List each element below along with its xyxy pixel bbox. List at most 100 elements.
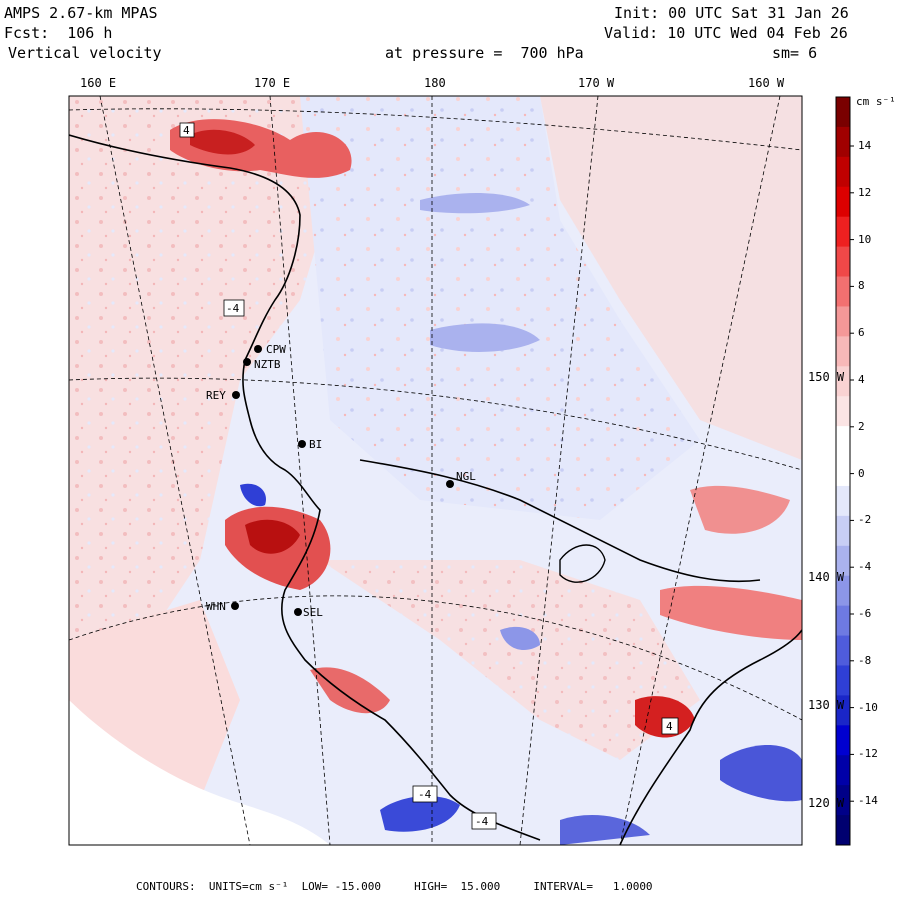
graticule (69, 96, 802, 845)
colorbar-segment (836, 246, 850, 277)
lon-label-170e: 170 E (254, 76, 291, 90)
colorbar-segment (836, 515, 850, 547)
colorbar (835, 96, 854, 846)
station-dot-bi (298, 440, 306, 448)
colorbar-segment (836, 366, 850, 397)
colorbar-segment (836, 575, 850, 607)
station-dot-ngl (446, 480, 454, 488)
descent-ocean-band-north (420, 193, 530, 214)
colorbar-tick-label: 4 (858, 373, 865, 386)
contour-label-box (661, 717, 679, 735)
map-field (69, 96, 802, 845)
lon-label-160e: 160 E (80, 76, 117, 90)
descent-mountain-lee (240, 483, 266, 507)
contour-label-box (179, 122, 195, 138)
colorbar-tick-label: 14 (858, 139, 872, 152)
contour-label-text: -4 (226, 302, 240, 315)
contour-label-box (412, 785, 438, 803)
map-frame (68, 95, 803, 846)
lat-label-150w: 150 W (808, 370, 845, 384)
colorbar-frame (835, 96, 851, 846)
weak-ascent-area-shelf (320, 560, 700, 760)
smoothing-value: sm= 6 (772, 44, 818, 62)
lat-label-120w: 120 W (808, 796, 845, 810)
contour-labels: 4 -4 -4 4 -4 (179, 122, 679, 830)
strong-descent-south (380, 795, 460, 832)
island-outline (559, 544, 606, 583)
colorbar-tick-label: 8 (858, 279, 865, 293)
station-dot-cpw (254, 345, 262, 353)
forecast-hour: Fcst: 106 h (4, 24, 113, 42)
lon-label-180: 180 (424, 76, 446, 90)
contour-label-text: 4 (666, 720, 673, 733)
colorbar-tick-label: -10 (858, 700, 878, 714)
colorbar-segment (836, 785, 850, 816)
ascent-east-coast (690, 485, 790, 534)
station-markers: CPW NZTB REY BI NGL WHN SEL (206, 343, 476, 619)
station-label-sel: SEL (303, 606, 323, 619)
contour-footer: CONTOURS: UNITS=cm s⁻¹ LOW= -15.000 HIGH… (136, 880, 653, 893)
colorbar-segment (836, 725, 850, 756)
colorbar-segment (836, 186, 850, 218)
colorbar-tick-label: -8 (858, 653, 872, 667)
station-dot-nztb (243, 358, 251, 366)
station-label-bi: BI (309, 438, 322, 451)
valid-time: Valid: 10 UTC Wed 04 Feb 26 (604, 24, 848, 42)
lat-label-140w: 140 W (808, 570, 845, 584)
max-ascent-north (190, 129, 255, 155)
colorbar-tick-label: -6 (858, 607, 872, 620)
model-title: AMPS 2.67-km MPAS (4, 4, 158, 22)
station-dot-sel (294, 608, 302, 616)
colorbar-tick-label: -12 (858, 747, 878, 761)
colorbar-segment (836, 396, 850, 427)
station-label-cpw: CPW (266, 343, 286, 356)
colorbar-segment (836, 695, 850, 726)
descent-shelf-blob (500, 626, 540, 650)
weak-ascent-area-northeast (540, 96, 802, 460)
contour-label-box (471, 812, 497, 830)
colorbar-segment (836, 456, 850, 487)
colorbar-tick-label: 6 (858, 326, 865, 340)
coastline (69, 134, 802, 845)
colorbar-segment (836, 97, 850, 128)
contour-label-box (223, 299, 245, 317)
pressure-level: at pressure = 700 hPa (385, 44, 584, 62)
ascent-east-band (660, 585, 802, 640)
colorbar-segment (836, 216, 850, 247)
lon-label-170w: 170 W (578, 76, 615, 90)
contour-label-text: 4 (183, 124, 190, 137)
colorbar-segment (836, 336, 850, 367)
lat-label-130w: 130 W (808, 698, 845, 712)
station-dot-rey (232, 391, 240, 399)
colorbar-tick-label: 0 (858, 466, 865, 480)
contour-label-text: -4 (418, 788, 432, 801)
ascent-band-coast (310, 667, 390, 714)
init-time: Init: 00 UTC Sat 31 Jan 26 (614, 4, 849, 22)
colorbar-tick-label: -14 (858, 794, 878, 808)
descent-east (720, 745, 802, 802)
colorbar-segment (836, 605, 850, 636)
max-ascent-mountains (245, 519, 300, 554)
colorbar-segment (836, 635, 850, 666)
station-label-rey: REY (206, 389, 226, 402)
colorbar-tick-label: -2 (858, 513, 872, 527)
colorbar-segment (836, 755, 850, 786)
colorbar-segment (836, 156, 850, 188)
lon-label-160w: 160 W (748, 76, 785, 90)
station-label-nztb: NZTB (254, 358, 281, 371)
field-name: Vertical velocity (8, 44, 162, 62)
colorbar-tick-label: 10 (858, 232, 872, 246)
station-dot-whn (231, 602, 239, 610)
colorbar-segment (836, 485, 850, 517)
station-label-whn: WHN (206, 600, 226, 613)
weak-descent-area-ocean (300, 96, 700, 520)
colorbar-tick-label: -4 (858, 560, 872, 574)
colorbar-segment (836, 126, 850, 158)
no-data-region (69, 700, 330, 845)
colorbar-segment (836, 276, 850, 307)
colorbar-segment (836, 665, 850, 696)
colorbar-segment (836, 306, 850, 337)
colorbar-tick-label: 12 (858, 185, 872, 199)
